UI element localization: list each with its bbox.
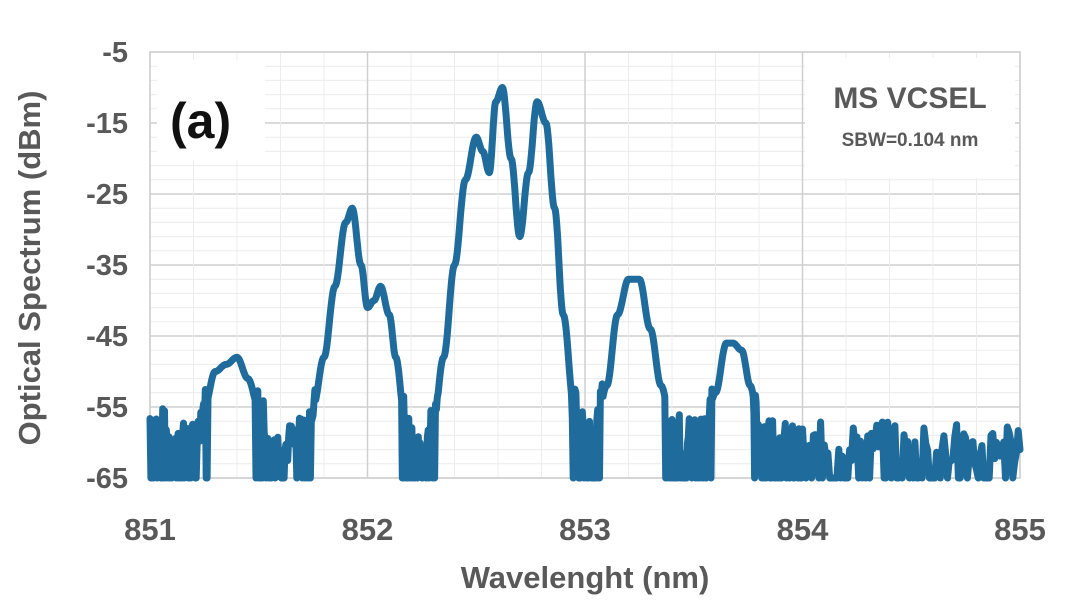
x-tick-label: 854 [777, 512, 829, 547]
panel-label-background [157, 60, 265, 160]
x-axis-title: Wavelenght (nm) [461, 560, 710, 595]
annotation-device: MS VCSEL [833, 82, 986, 115]
y-tick-label: -15 [86, 108, 128, 140]
x-tick-label: 853 [559, 512, 611, 547]
spectrum-line [146, 84, 1024, 482]
x-tick-label: 852 [342, 512, 394, 547]
y-tick-label: -55 [86, 392, 128, 424]
panel-label: (a) [170, 93, 231, 149]
y-axis-ticks: -5 -15 -25 -35 -45 -55 -65 [86, 37, 128, 495]
x-tick-label: 851 [124, 512, 176, 547]
x-axis-ticks: 851 852 853 854 855 [124, 512, 1046, 547]
x-tick-label: 855 [994, 512, 1046, 547]
y-tick-label: -35 [86, 250, 128, 282]
y-tick-label: -65 [86, 463, 128, 495]
y-tick-label: -45 [86, 321, 128, 353]
y-axis-title: Optical Spectrum (dBm) [12, 91, 47, 446]
y-tick-label: -5 [102, 37, 128, 69]
y-tick-label: -25 [86, 179, 128, 211]
spectrum-series [146, 84, 1024, 482]
annotation-sbw: SBW=0.104 nm [842, 130, 979, 151]
annotation-background [805, 58, 1015, 178]
